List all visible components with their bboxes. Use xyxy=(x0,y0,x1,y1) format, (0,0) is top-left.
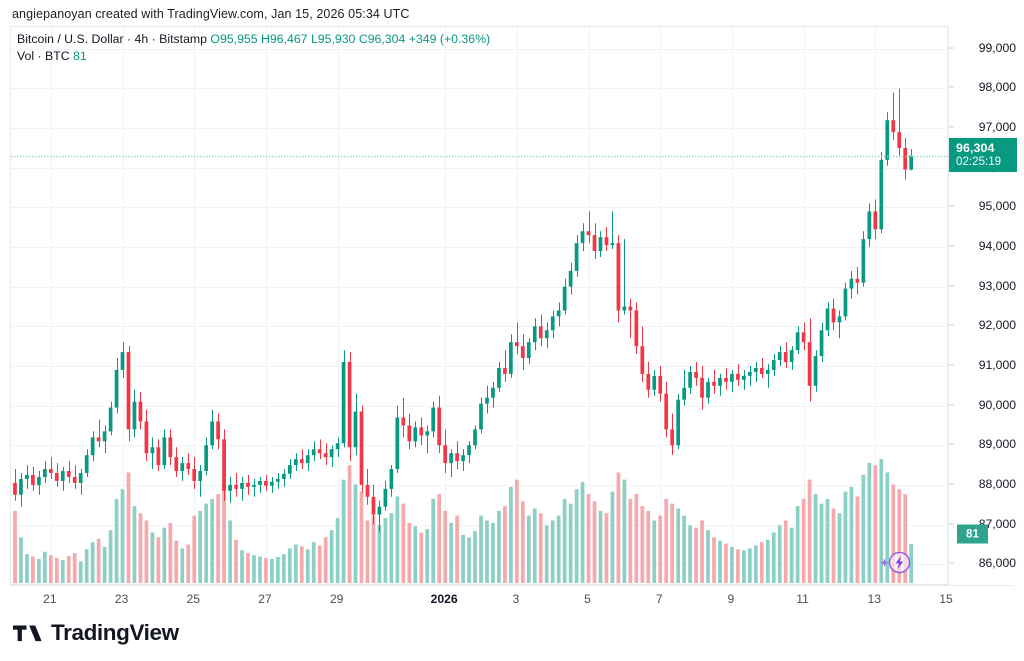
time-tick-label: 3 xyxy=(512,592,520,606)
time-tick-label: 23 xyxy=(114,592,129,606)
price-tick-label: 98,000 xyxy=(978,80,1016,95)
price-tick-label: 88,000 xyxy=(978,476,1016,491)
price-tick-dash xyxy=(949,245,954,247)
volume-bars xyxy=(13,458,914,583)
price-tick-dash xyxy=(949,523,954,525)
price-tick-dash xyxy=(949,443,954,445)
price-tick-label: 93,000 xyxy=(978,278,1016,293)
sparkle-icon xyxy=(880,558,889,567)
ai-lightning-badge[interactable] xyxy=(876,548,914,578)
candlestick-volume-svg xyxy=(11,27,949,584)
candlesticks xyxy=(13,88,914,533)
time-tick-label: 21 xyxy=(43,592,57,606)
lightning-circle-icon xyxy=(888,551,911,574)
price-tick-dash xyxy=(949,364,954,366)
chart-plot-area[interactable] xyxy=(11,27,949,584)
price-tick-label: 90,000 xyxy=(978,397,1016,412)
price-tick-label: 87,000 xyxy=(978,516,1016,531)
time-tick-label: 15 xyxy=(939,592,953,606)
price-tick-dash xyxy=(949,324,954,326)
price-tick-label: 92,000 xyxy=(978,318,1016,333)
time-tick-label: 29 xyxy=(329,592,344,606)
time-tick-label: 13 xyxy=(867,592,882,606)
price-tick-label: 97,000 xyxy=(978,120,1016,135)
current-price-value: 96,304 xyxy=(956,140,995,155)
price-tick-label: 91,000 xyxy=(978,357,1016,372)
attribution-text: angiepanoyan created with TradingView.co… xyxy=(12,7,410,21)
price-tick-dash xyxy=(949,205,954,207)
time-tick-label: 5 xyxy=(584,592,591,606)
time-tick-label: 25 xyxy=(186,592,200,606)
price-tick-label: 94,000 xyxy=(978,239,1016,254)
bar-countdown-timer: 02:25:19 xyxy=(956,154,1002,168)
time-tick-label: 27 xyxy=(258,592,272,606)
price-tick-label: 89,000 xyxy=(978,437,1016,452)
price-tick-dash xyxy=(949,285,954,287)
price-tick-dash xyxy=(949,47,954,49)
price-tick-dash xyxy=(949,404,954,406)
time-axis[interactable]: 21 23 25 27 29 2026 3 5 7 9 11 13 15 xyxy=(10,585,1014,611)
price-tick-dash xyxy=(949,86,954,88)
price-axis[interactable]: 99,00098,00097,00096,00095,00094,00093,0… xyxy=(948,26,1024,585)
current-price-badge: 96,304 02:25:19 xyxy=(949,137,1017,172)
tradingview-wordmark: TradingView xyxy=(51,620,179,645)
tradingview-mark-icon xyxy=(13,625,42,641)
volume-value-badge: 81 xyxy=(957,524,988,544)
time-tick-label: 7 xyxy=(655,592,663,606)
price-tick-dash xyxy=(949,562,954,564)
price-tick-dash xyxy=(949,483,954,485)
vertical-gridlines xyxy=(51,27,948,584)
time-tick-label: 11 xyxy=(796,592,809,606)
chart-frame xyxy=(10,26,1014,585)
time-tick-label: 9 xyxy=(727,592,735,606)
tradingview-logo: TradingView xyxy=(13,620,179,646)
price-tick-dash xyxy=(949,126,954,128)
time-tick-label: 2026 xyxy=(430,592,458,606)
price-tick-label: 86,000 xyxy=(978,556,1016,571)
price-tick-label: 95,000 xyxy=(978,199,1016,214)
price-tick-label: 99,000 xyxy=(978,40,1016,55)
